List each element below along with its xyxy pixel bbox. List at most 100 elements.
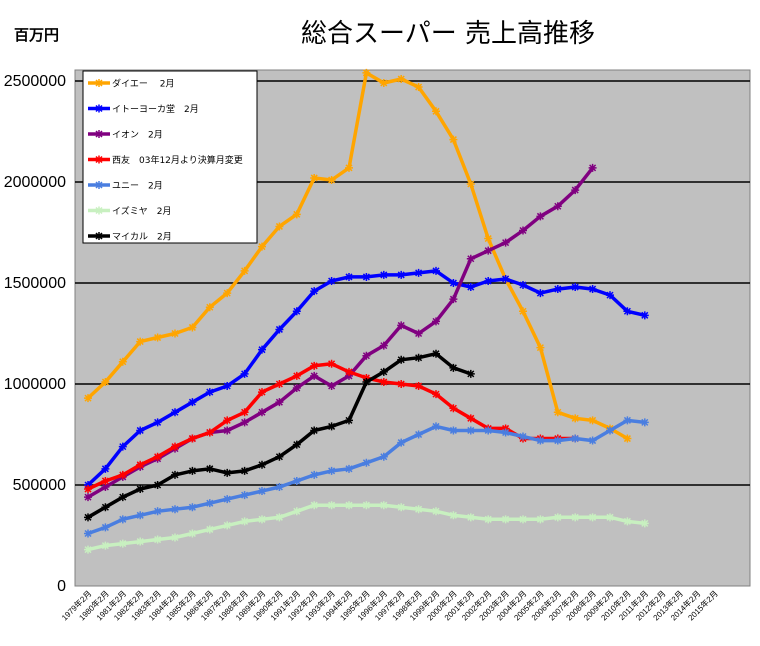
- data-point: [379, 270, 388, 279]
- data-point: [240, 491, 249, 500]
- data-point: [432, 349, 440, 358]
- data-point: [519, 307, 527, 316]
- data-point: [345, 163, 353, 172]
- data-point: [258, 515, 266, 524]
- data-point: [553, 436, 562, 445]
- data-point: [379, 79, 388, 88]
- data-point: [640, 519, 649, 528]
- data-point: [188, 434, 197, 443]
- data-point: [623, 307, 632, 316]
- data-point: [345, 464, 353, 473]
- data-point: [449, 363, 458, 372]
- data-point: [171, 470, 179, 479]
- data-point: [310, 361, 319, 370]
- legend-marker: [95, 232, 103, 240]
- data-point: [84, 485, 92, 494]
- data-point: [101, 377, 110, 386]
- data-point: [449, 295, 458, 304]
- data-point: [275, 483, 284, 492]
- data-point: [171, 408, 179, 417]
- data-point: [466, 283, 475, 292]
- series-6: [84, 501, 649, 554]
- data-point: [397, 321, 406, 330]
- data-point: [571, 414, 580, 423]
- data-point: [292, 384, 301, 393]
- legend-marker: [95, 206, 103, 215]
- data-point: [397, 380, 406, 388]
- data-point: [258, 408, 266, 417]
- data-point: [327, 276, 336, 285]
- data-point: [345, 416, 353, 425]
- data-point: [258, 388, 266, 397]
- data-point: [466, 180, 475, 189]
- data-point: [275, 513, 284, 522]
- legend-label: イトーヨーカ堂 2月: [112, 103, 199, 115]
- data-point: [275, 325, 284, 334]
- data-point: [292, 307, 301, 316]
- legend-label: ダイエー 2月: [112, 78, 175, 90]
- data-point: [640, 418, 649, 427]
- data-point: [153, 507, 162, 516]
- data-point: [571, 186, 580, 195]
- data-point: [571, 513, 580, 522]
- data-point: [536, 289, 545, 298]
- data-point: [188, 398, 197, 407]
- data-point: [588, 416, 597, 425]
- data-point: [362, 272, 371, 281]
- data-point: [466, 414, 475, 423]
- data-point: [327, 422, 336, 431]
- data-point: [397, 270, 406, 279]
- data-point: [275, 380, 284, 388]
- data-point: [362, 68, 371, 77]
- data-point: [501, 424, 510, 433]
- data-point: [362, 501, 371, 510]
- data-point: [397, 438, 406, 447]
- series-5: [84, 416, 649, 538]
- data-point: [432, 390, 440, 399]
- data-point: [449, 135, 458, 144]
- data-point: [379, 452, 388, 461]
- data-point: [484, 515, 493, 524]
- data-point: [327, 466, 336, 475]
- data-point: [223, 426, 232, 435]
- y-tick-label: 1000000: [4, 376, 66, 393]
- data-point: [432, 317, 440, 326]
- data-point: [136, 537, 145, 546]
- data-point: [171, 329, 179, 338]
- series-line: [86, 71, 629, 441]
- data-point: [188, 529, 197, 538]
- data-point: [623, 517, 632, 526]
- data-point: [553, 513, 562, 522]
- y-tick-label: 2000000: [4, 174, 66, 191]
- data-point: [379, 367, 388, 376]
- data-point: [292, 507, 301, 516]
- data-point: [345, 371, 353, 380]
- data-point: [101, 464, 110, 473]
- data-point: [623, 416, 632, 425]
- data-point: [414, 83, 423, 92]
- y-tick-label: 2500000: [4, 73, 66, 90]
- legend-label: マイカル 2月: [112, 232, 172, 243]
- data-point: [292, 371, 301, 380]
- data-point: [397, 74, 406, 83]
- data-point: [606, 513, 614, 522]
- data-point: [136, 485, 145, 494]
- data-point: [171, 533, 179, 542]
- data-point: [275, 222, 284, 231]
- data-point: [188, 323, 197, 332]
- y-tick-label: 1500000: [4, 275, 66, 292]
- data-point: [466, 369, 475, 378]
- data-point: [397, 355, 406, 364]
- data-point: [101, 541, 110, 550]
- data-point: [118, 357, 127, 366]
- data-point: [414, 353, 423, 362]
- data-point: [588, 285, 597, 294]
- y-axis-ticks: 0 500000 1000000 1500000 2000000 2500000: [4, 73, 66, 595]
- data-point: [414, 505, 423, 514]
- data-point: [432, 507, 440, 516]
- legend-label: イオン 2月: [112, 130, 163, 141]
- legend-label: 西友 03年12月より決算月変更: [112, 154, 243, 166]
- data-point: [136, 337, 145, 346]
- data-point: [519, 281, 527, 290]
